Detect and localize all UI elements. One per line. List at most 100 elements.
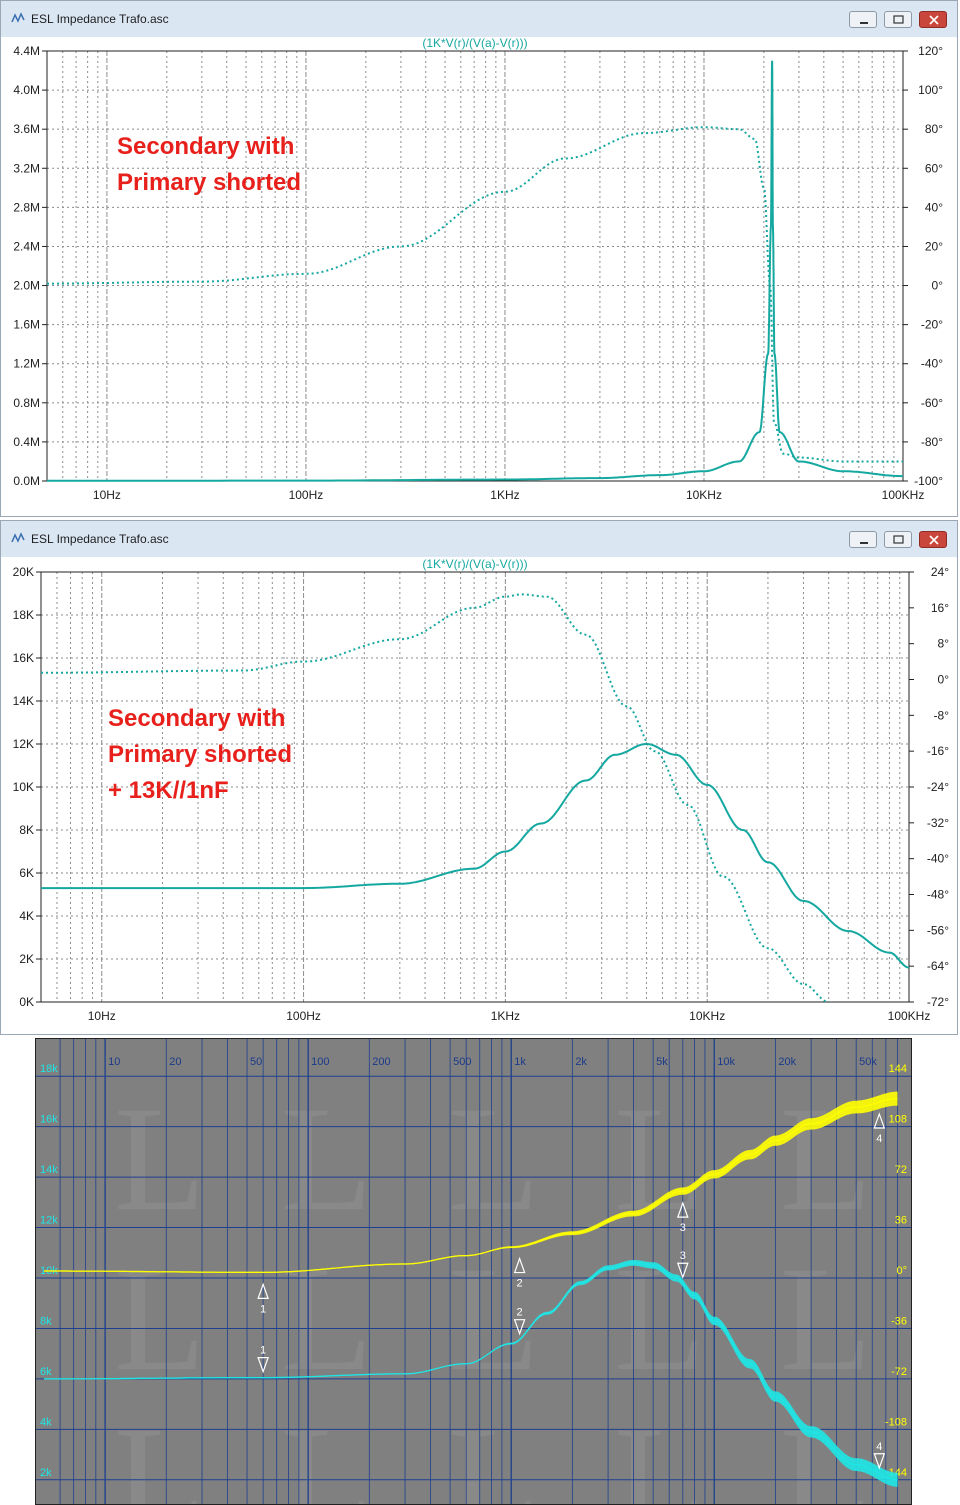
- impedance-trace: [44, 1262, 898, 1481]
- marker-arrow-down-icon: [873, 1453, 886, 1470]
- trace-label: (1K*V(r)/(V(a)-V(r))): [422, 557, 527, 571]
- y-tick-label: 20K: [13, 565, 34, 579]
- marker-arrow-down-icon: [257, 1357, 269, 1374]
- y2-tick-label: 0°: [938, 673, 950, 687]
- y2-tick-label: -64°: [927, 959, 949, 973]
- magnitude-curve: [47, 60, 903, 482]
- watermark-letter: L: [448, 1396, 540, 1505]
- minimize-icon: [860, 542, 868, 544]
- y2-tick-label: -48°: [927, 888, 949, 902]
- x-tick-label: 50: [250, 1056, 262, 1068]
- restore-button[interactable]: [884, 11, 912, 28]
- plot-window-2: ESL Impedance Trafo.asc 0K 2K 4K 6K 8K 10K 12K…: [0, 520, 958, 1035]
- y2-tick-label: -60°: [921, 396, 943, 410]
- marker-label: 4: [876, 1441, 882, 1453]
- watermark-letter: L: [114, 1236, 206, 1402]
- close-icon: [929, 535, 939, 545]
- y-tick-label: 4.0M: [13, 83, 40, 97]
- marker-label: 3: [680, 1222, 686, 1234]
- y2-tick-label: -80°: [921, 435, 943, 449]
- y2-tick-label: -100°: [914, 474, 943, 488]
- y-tick-label: 8K: [19, 823, 34, 837]
- y-tick-label: 6K: [19, 866, 34, 880]
- marker-label: 4: [876, 1133, 882, 1145]
- y2-tick-label: 20°: [925, 239, 943, 253]
- y-tick-label: 18k: [40, 1063, 58, 1075]
- x-tick-label: 10Hz: [93, 488, 121, 502]
- y2-tick-label: -20°: [921, 318, 943, 332]
- chart-impedance-primary-shorted[interactable]: 0.0M 0.4M 0.8M 1.2M 1.6M 2.0M 2.4M 2.8M 3.2M 3.6M…: [1, 1, 959, 518]
- watermark-letter: L: [614, 1076, 706, 1242]
- y-tick-label: 0.8M: [13, 396, 40, 410]
- y2-tick-label: -108: [885, 1416, 907, 1428]
- y2-tick-label: 36: [895, 1215, 907, 1227]
- marker-arrow-up-icon: [676, 1201, 689, 1218]
- y-tick-label: 8k: [40, 1315, 52, 1327]
- y2-tick-label: 120°: [918, 44, 943, 58]
- y2-tick-label: -32°: [927, 816, 949, 830]
- trace-label: (1K*V(r)/(V(a)-V(r))): [422, 36, 527, 50]
- y-tick-label: 4.4M: [13, 44, 40, 58]
- chart-impedance-with-rc-load[interactable]: 0K 2K 4K 6K 8K 10K 12K 14K 16K 18K 20K -72° -64° -56°…: [1, 521, 959, 1036]
- y2-tick-label: 144: [889, 1063, 907, 1075]
- marker-label: 2: [517, 1278, 523, 1290]
- x-tick-label: 200: [372, 1056, 390, 1068]
- y-tick-label: 2K: [19, 952, 34, 966]
- window-titlebar[interactable]: ESL Impedance Trafo.asc: [1, 521, 957, 557]
- x-tick-label: 100: [311, 1056, 329, 1068]
- y-tick-label: 14K: [13, 694, 34, 708]
- y2-tick-label: -36: [891, 1315, 907, 1327]
- close-button[interactable]: [919, 531, 947, 548]
- y-tick-label: 2k: [40, 1467, 52, 1479]
- grid: [41, 571, 909, 1003]
- y2-tick-label: 0°: [932, 279, 944, 293]
- y-tick-label: 3.2M: [13, 161, 40, 175]
- y-tick-label: 2.0M: [13, 279, 40, 293]
- y-tick-label: 16k: [40, 1114, 58, 1126]
- x-tick-label: 2k: [575, 1056, 587, 1068]
- y-tick-label: 14k: [40, 1164, 58, 1176]
- x-tick-label: 10KHz: [689, 1009, 725, 1023]
- y2-tick-label: -24°: [927, 780, 949, 794]
- close-icon: [929, 15, 939, 25]
- x-tick-label: 20k: [778, 1056, 796, 1068]
- minimize-button[interactable]: [849, 11, 877, 28]
- window-titlebar[interactable]: ESL Impedance Trafo.asc: [1, 1, 957, 37]
- y-tick-label: 1.2M: [13, 357, 40, 371]
- watermark-letter: L: [114, 1396, 206, 1505]
- x-tick-label: 1KHz: [490, 488, 519, 502]
- marker-4[interactable]: 44: [873, 1112, 886, 1470]
- y2-tick-label: 16°: [931, 601, 949, 615]
- minimize-button[interactable]: [849, 531, 877, 548]
- grid: [36, 1039, 911, 1504]
- x-tick-label: 50k: [859, 1056, 877, 1068]
- y2-tick-label: 72: [895, 1164, 907, 1176]
- x-tick-label: 1k: [514, 1056, 526, 1068]
- marker-label: 3: [680, 1250, 686, 1262]
- restore-button[interactable]: [884, 531, 912, 548]
- y-tick-label: 18K: [13, 608, 34, 622]
- x-tick-label: 20: [169, 1056, 181, 1068]
- y2-tick-label: 100°: [918, 83, 943, 97]
- phase-curve: [47, 126, 903, 463]
- marker-3[interactable]: 33: [676, 1201, 689, 1280]
- y2-tick-label: -8°: [934, 708, 950, 722]
- minimize-icon: [860, 22, 868, 24]
- y-tick-label: 2.4M: [13, 239, 40, 253]
- y-tick-label: 3.6M: [13, 122, 40, 136]
- window-title: ESL Impedance Trafo.asc: [31, 532, 169, 546]
- measurement-panel: L L L L L L L L L L L L L L L 10 20 50 100 200 500 1k 2k 5k 10k 2…: [35, 1038, 912, 1505]
- y-tick-label: 12K: [13, 737, 34, 751]
- annotation-text: Secondary with: [117, 133, 294, 160]
- y2-tick-label: -16°: [927, 744, 949, 758]
- y2-tick-label: -40°: [921, 357, 943, 371]
- plot-window-1: ESL Impedance Trafo.asc 0.0M 0.4M 0.8M 1.2M…: [0, 0, 958, 517]
- marker-2[interactable]: 22: [513, 1256, 526, 1336]
- y-tick-label: 0.0M: [13, 474, 40, 488]
- marker-1[interactable]: 11: [257, 1282, 269, 1374]
- x-tick-label: 100KHz: [888, 1009, 931, 1023]
- close-button[interactable]: [919, 11, 947, 28]
- watermark-letter: L: [614, 1396, 706, 1505]
